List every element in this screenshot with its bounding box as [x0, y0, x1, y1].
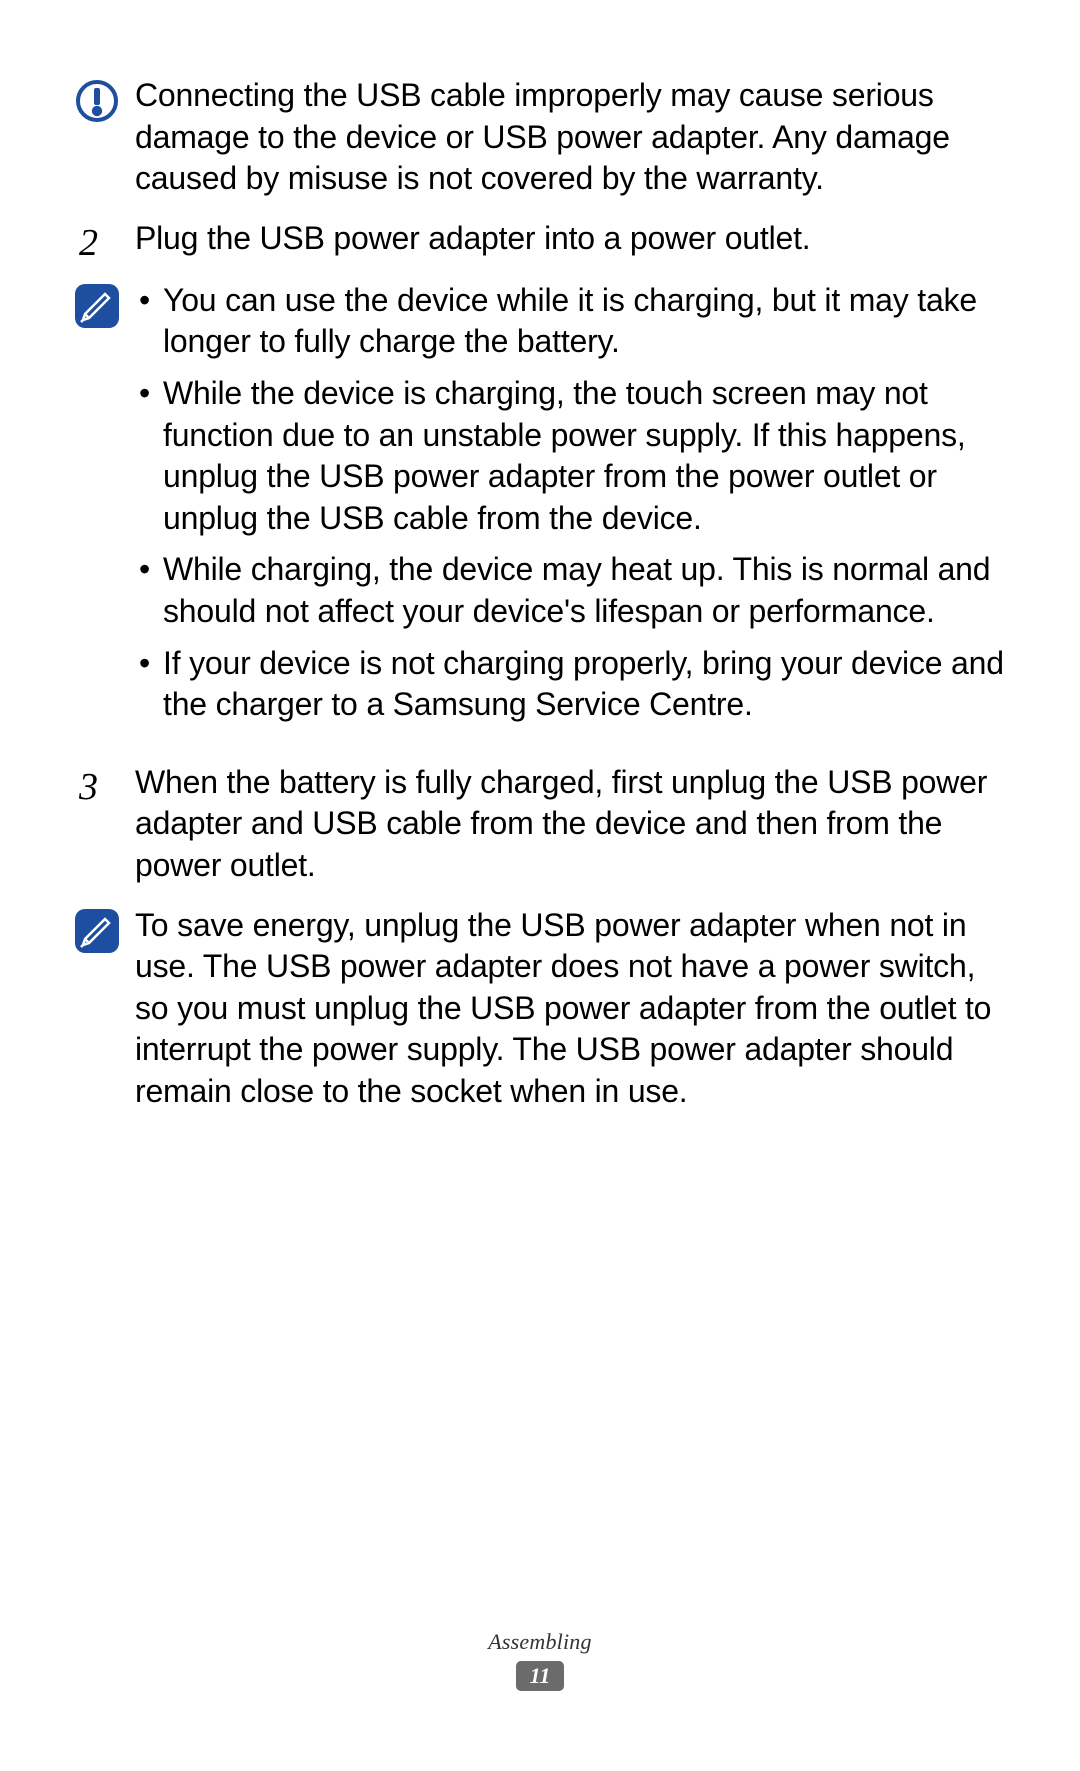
step-3: 3 When the battery is fully charged, fir…	[75, 762, 1005, 887]
footer-section-name: Assembling	[0, 1629, 1080, 1655]
footer-page-number: 11	[516, 1661, 565, 1691]
caution-block: Connecting the USB cable improperly may …	[75, 75, 1005, 200]
note-icon	[75, 284, 119, 328]
step-3-text: When the battery is fully charged, first…	[135, 762, 1005, 887]
step-2-number: 2	[75, 222, 98, 262]
note-1-list: You can use the device while it is charg…	[135, 280, 1005, 726]
manual-page: Connecting the USB cable improperly may …	[0, 0, 1080, 1771]
caution-text: Connecting the USB cable improperly may …	[135, 75, 1005, 200]
note-2-text: To save energy, unplug the USB power ada…	[135, 905, 1005, 1113]
step-3-number: 3	[75, 766, 98, 806]
note-1-item: While the device is charging, the touch …	[135, 373, 1005, 539]
note-icon-col-1	[75, 280, 135, 328]
note-1-item: You can use the device while it is charg…	[135, 280, 1005, 363]
note-1-item: If your device is not charging properly,…	[135, 643, 1005, 726]
step-2-text: Plug the USB power adapter into a power …	[135, 218, 1005, 260]
step-3-num-col: 3	[75, 762, 135, 806]
note-icon-col-2	[75, 905, 135, 953]
caution-icon-col	[75, 75, 135, 123]
note-block-1: You can use the device while it is charg…	[75, 280, 1005, 736]
page-footer: Assembling 11	[0, 1629, 1080, 1691]
caution-icon	[75, 79, 119, 123]
step-2-num-col: 2	[75, 218, 135, 262]
note-1-item: While charging, the device may heat up. …	[135, 549, 1005, 632]
note-icon	[75, 909, 119, 953]
note-block-2: To save energy, unplug the USB power ada…	[75, 905, 1005, 1113]
step-2: 2 Plug the USB power adapter into a powe…	[75, 218, 1005, 262]
note-1-text: You can use the device while it is charg…	[135, 280, 1005, 736]
